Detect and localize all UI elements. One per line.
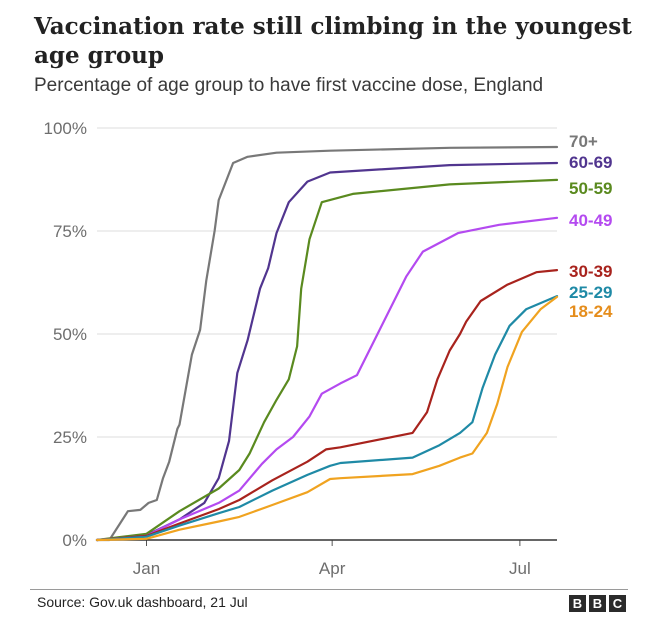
series-line-30-39	[95, 269, 559, 542]
series-label: 50-59	[569, 179, 612, 198]
series-label: 40-49	[569, 211, 612, 230]
x-tick-label: Apr	[319, 559, 346, 578]
series-label: 18-24	[569, 302, 613, 321]
series-lines	[95, 145, 559, 542]
gridlines	[97, 127, 557, 438]
series-line-70+	[95, 145, 559, 542]
y-tick-label: 100%	[44, 119, 87, 138]
source-note: Source: Gov.uk dashboard, 21 Jul	[37, 594, 248, 610]
series-line-50-59	[95, 178, 559, 542]
bbc-logo: B B C	[569, 595, 626, 612]
y-tick-label: 25%	[53, 428, 87, 447]
series-label: 70+	[569, 132, 598, 151]
y-axis-tick-labels: 0% 25% 50% 75% 100%	[44, 119, 87, 550]
y-tick-label: 50%	[53, 325, 87, 344]
chart-subtitle: Percentage of age group to have first va…	[34, 75, 544, 96]
series-label: 25-29	[569, 283, 612, 302]
chart-title: Vaccination rate still climbing in the y…	[34, 13, 632, 69]
x-tick-label: Jan	[133, 559, 160, 578]
footer-divider	[30, 589, 628, 590]
y-tick-label: 75%	[53, 222, 87, 241]
x-tick-label: Jul	[509, 559, 531, 578]
series-label: 30-39	[569, 262, 612, 281]
bbc-logo-letter: C	[609, 595, 626, 612]
series-line-18-24	[95, 295, 559, 542]
y-tick-label: 0%	[62, 531, 87, 550]
series-line-60-69	[95, 161, 559, 542]
bbc-logo-letter: B	[569, 595, 586, 612]
x-axis: Jan Apr Jul	[97, 539, 557, 578]
series-line-25-29	[95, 295, 559, 542]
series-line-40-49	[95, 216, 559, 542]
series-label: 60-69	[569, 153, 612, 172]
bbc-logo-letter: B	[589, 595, 606, 612]
